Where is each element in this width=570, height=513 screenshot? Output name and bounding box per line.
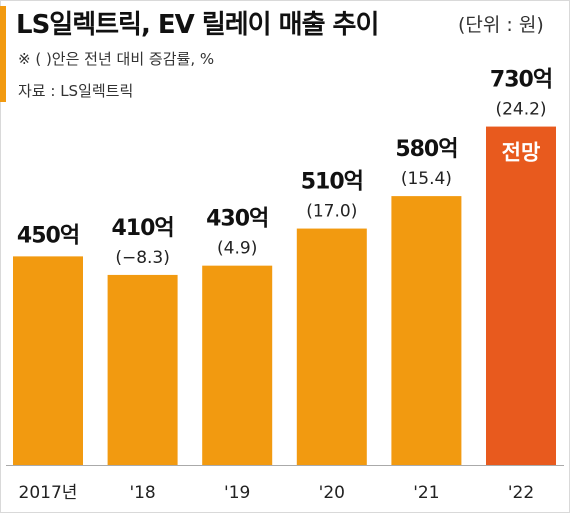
- value-label-0: 450억: [17, 223, 79, 248]
- x-tick-label-2: '19: [224, 483, 250, 503]
- chart-title: LS일렉트릭, EV 릴레이 매출 추이: [16, 10, 379, 40]
- value-label-5: 730억: [490, 68, 552, 93]
- x-tick-label-1: '18: [129, 483, 155, 503]
- change-label-2: (4.9): [217, 239, 257, 259]
- value-label-4: 580억: [395, 137, 457, 162]
- bar-4: [391, 196, 462, 465]
- title-accent-bar: [0, 6, 6, 102]
- value-label-3: 510억: [301, 170, 363, 195]
- forecast-label: 전망: [502, 141, 541, 165]
- bar-0: [13, 256, 83, 465]
- x-tick-label-0: 2017년: [19, 483, 78, 503]
- change-label-3: (17.0): [306, 202, 357, 222]
- change-label-5: (24.2): [495, 100, 546, 120]
- bar-1: [107, 274, 178, 465]
- bar-3: [296, 228, 367, 465]
- change-label-1: (−8.3): [115, 248, 170, 268]
- value-label-2: 430억: [206, 207, 268, 232]
- unit-label: (단위 : 원): [458, 14, 544, 36]
- bar-2: [202, 265, 273, 465]
- x-tick-label-4: '21: [413, 483, 439, 503]
- bar-5: [486, 126, 556, 466]
- note-text: ※ ( )안은 전년 대비 증감률, %: [18, 50, 215, 68]
- x-tick-label-3: '20: [319, 483, 345, 503]
- value-label-1: 410억: [112, 216, 174, 241]
- source-text: 자료 : LS일렉트릭: [18, 82, 134, 100]
- x-tick-label-5: '22: [508, 483, 534, 503]
- change-label-4: (15.4): [401, 169, 452, 189]
